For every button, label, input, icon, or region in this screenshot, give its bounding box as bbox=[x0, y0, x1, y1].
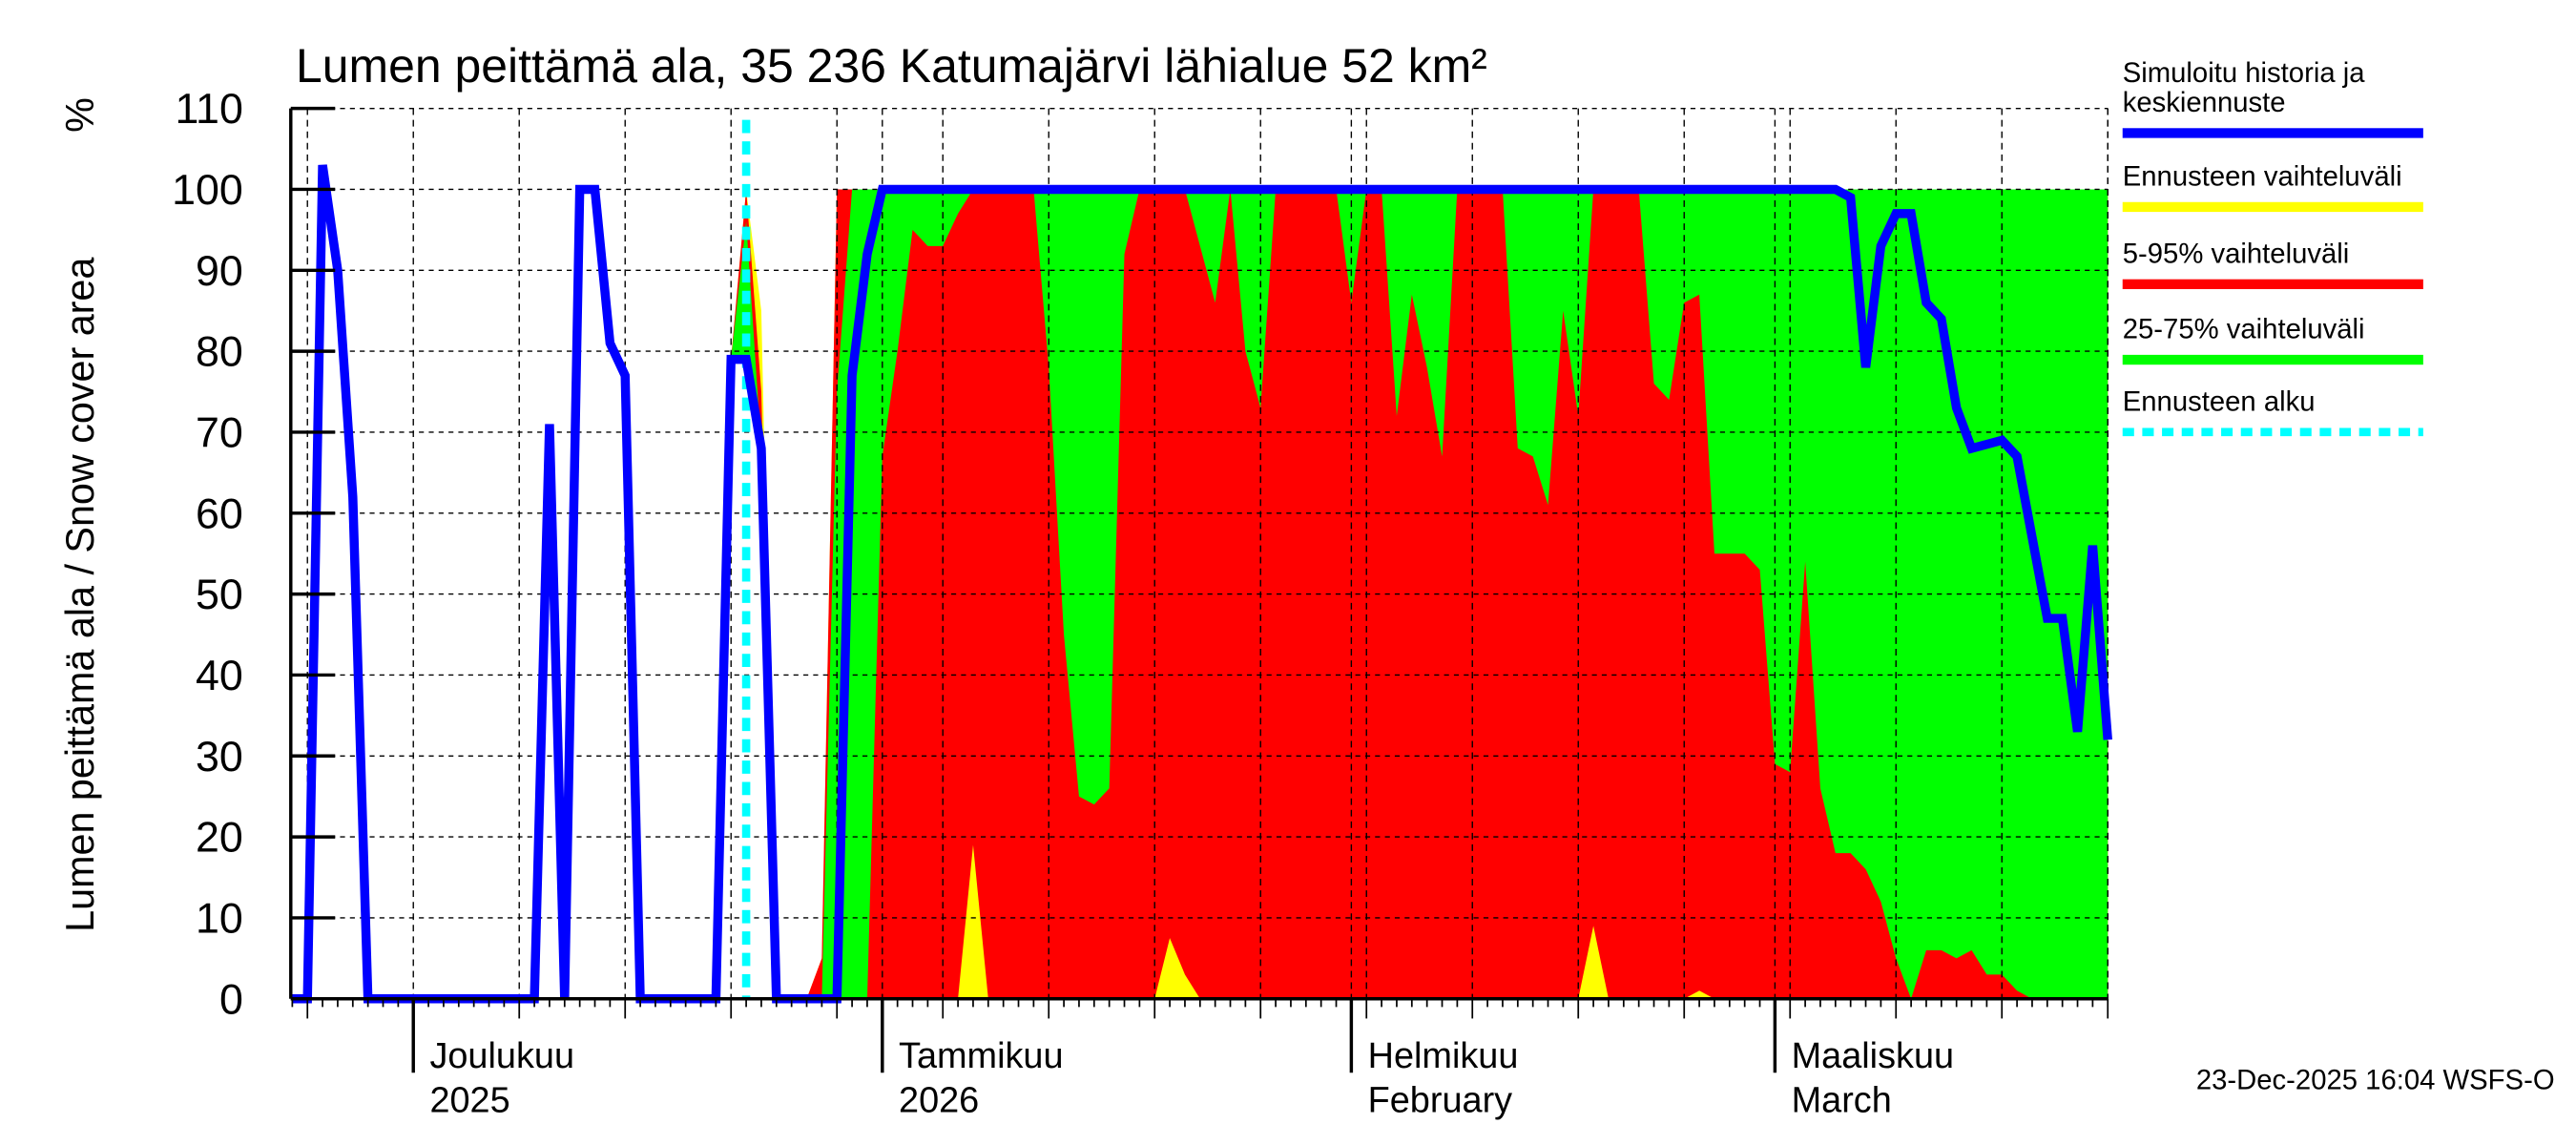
x-month-sublabel: February bbox=[1368, 1081, 1513, 1121]
axes: 0 10 20 30 40 50 60 70 80 90 100 110 Joulukuu 2025 Tam… bbox=[172, 85, 2109, 1121]
y-tick-label: 90 bbox=[196, 247, 243, 295]
legend-p5-95-label: 5-95% vaihteluväli bbox=[2123, 239, 2350, 269]
legend-history-swatch bbox=[2122, 128, 2423, 138]
y-tick-label: 0 bbox=[219, 975, 243, 1023]
x-month-sublabel: March bbox=[1792, 1081, 1892, 1121]
y-tick-label: 100 bbox=[172, 166, 243, 214]
y-tick-label: 110 bbox=[175, 85, 242, 133]
x-month-sublabel: 2025 bbox=[429, 1081, 509, 1121]
y-tick-label: 30 bbox=[196, 733, 243, 781]
x-month-label: Joulukuu bbox=[429, 1036, 574, 1076]
y-axis-unit: % bbox=[58, 97, 102, 133]
legend-range-swatch bbox=[2122, 201, 2423, 213]
chart-title: Lumen peittämä ala, 35 236 Katumajärvi l… bbox=[296, 39, 1487, 93]
y-tick-label: 50 bbox=[196, 571, 243, 618]
legend-p25-75-label: 25-75% vaihteluväli bbox=[2123, 315, 2365, 345]
legend-range-label: Ennusteen vaihteluväli bbox=[2123, 162, 2402, 193]
x-month-label: Tammikuu bbox=[899, 1036, 1064, 1076]
grid-lines bbox=[290, 107, 2109, 999]
legend-history-label: Simuloitu historia ja bbox=[2123, 58, 2365, 89]
legend-forecast-start-label: Ennusteen alku bbox=[2123, 386, 2316, 417]
legend-p25-75-swatch bbox=[2122, 354, 2423, 365]
history-line-layer bbox=[292, 119, 2112, 1004]
y-tick-label: 40 bbox=[196, 652, 243, 699]
y-tick-label: 60 bbox=[196, 489, 243, 537]
x-month-label: Helmikuu bbox=[1368, 1036, 1519, 1076]
y-tick-label: 10 bbox=[196, 894, 243, 942]
footer-timestamp: 23-Dec-2025 16:04 WSFS-O bbox=[2196, 1065, 2555, 1095]
history-median-line bbox=[292, 164, 2112, 1004]
legend: Simuloitu historia ja keskiennuste Ennus… bbox=[2122, 58, 2423, 437]
y-tick-label: 20 bbox=[196, 814, 243, 862]
range-band-25-75 bbox=[731, 189, 2109, 999]
y-tick-label: 70 bbox=[196, 408, 243, 456]
x-month-sublabel: 2026 bbox=[899, 1081, 979, 1121]
legend-p5-95-swatch bbox=[2122, 279, 2423, 290]
y-tick-label: 80 bbox=[196, 328, 243, 376]
y-axis-label: Lumen peittämä ala / Snow cover area bbox=[58, 258, 102, 932]
legend-history-label-2: keskiennuste bbox=[2123, 88, 2286, 118]
x-month-label: Maaliskuu bbox=[1792, 1036, 1954, 1076]
